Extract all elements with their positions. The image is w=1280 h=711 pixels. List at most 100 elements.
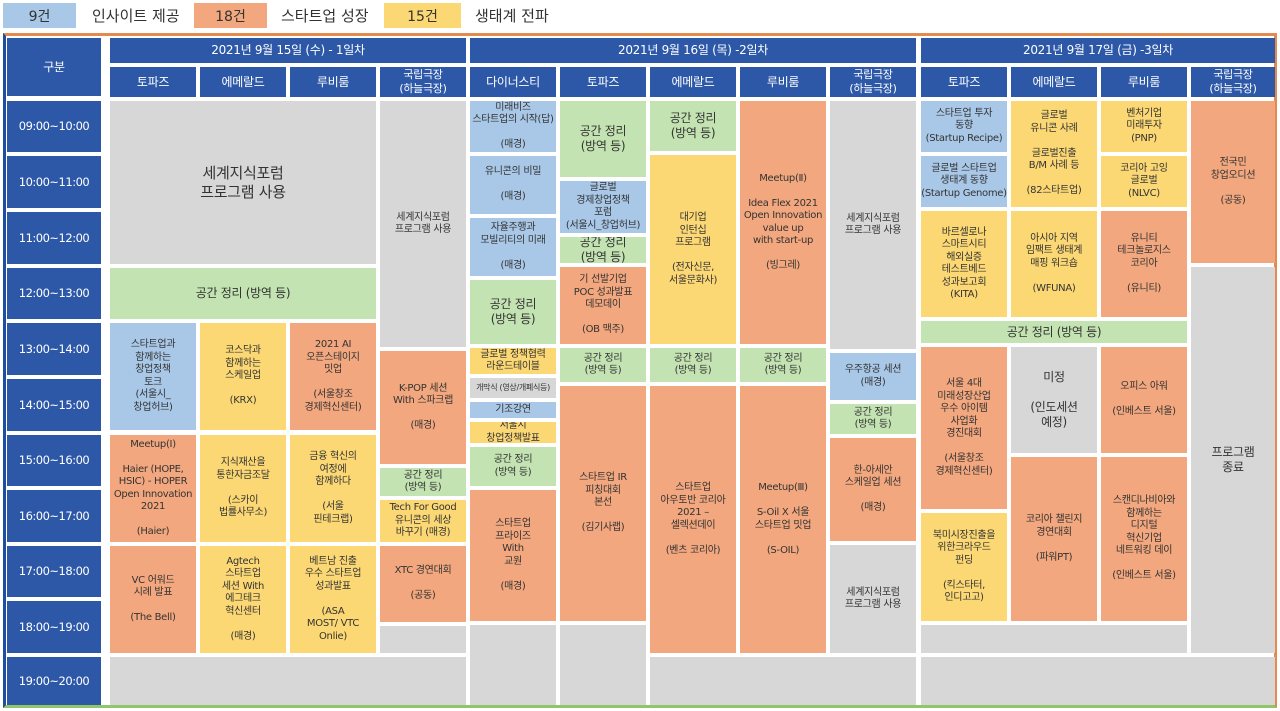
legend-label-ecosystem: 생태계 전파 <box>475 7 549 25</box>
d3-emerald-undecided: 미정 (인도세션 예정) <box>1011 347 1097 453</box>
d1-theatre-cleaning: 공간 정리 (방역 등) <box>380 468 466 496</box>
venue-d1-topaz: 토파즈 <box>110 67 196 97</box>
d3-ruby-scandinavia: 스캔디나비아와 함께하는 디지털 혁신기업 네트워킹 데이 (인베스트 서울) <box>1101 457 1187 621</box>
time-slot: 09:00~10:00 <box>7 101 101 152</box>
time-slot: 13:00~14:00 <box>7 323 101 375</box>
corner-label: 구분 <box>7 38 101 96</box>
d2-dynasty-roundtable: 글로벌 정책협력 라운드테이블 <box>470 348 556 374</box>
d2-dynasty-unicorn: 유니콘의 비밀 (매경) <box>470 156 556 214</box>
d1-cleaning-block: 공간 정리 (방역 등) <box>110 268 376 319</box>
d1-topaz-meetup-haier: Meetup(Ⅰ) Haier (HOPE, HSIC) - HOPER Ope… <box>110 435 196 542</box>
d3-emerald-korea-challenge: 코리아 챌린지 경연대회 (파워PT) <box>1011 457 1097 621</box>
d2-dynasty-cleaning-2: 공간 정리 (방역 등) <box>470 447 556 486</box>
d3-emerald-asia-impact: 아시아 지역 임팩트 생태계 매핑 워크숍 (WFUNA) <box>1011 211 1097 317</box>
d3-ruby-korea-going-global: 코리아 고잉 글로벌 (NLVC) <box>1101 156 1187 207</box>
time-slot: 11:00~12:00 <box>7 212 101 264</box>
d2-topaz-cleaning: 공간 정리 (방역 등) <box>560 101 646 177</box>
d1-theatre-kpop: K-POP 세션 With 스파크랩 (매경) <box>380 351 466 464</box>
time-slot: 16:00~17:00 <box>7 490 101 542</box>
d1-emerald-kosdaq: 코스닥과 함께하는 스케일업 (KRX) <box>200 323 286 430</box>
d1-ruby-vietnam: 베트남 진출 우수 스타트업 성과발표 (ASA MOST/ VTC Onlie… <box>290 546 376 653</box>
d2-emerald-cleaning: 공간 정리 (방역 등) <box>650 101 736 151</box>
d2-empty-evening <box>650 657 916 705</box>
d2-dynasty-opening-text: 개막식 (영상/개폐식등) <box>476 383 550 392</box>
d2-emerald-internship: 대기업 인턴십 프로그램 (전자신문, 서울문화사) <box>650 155 736 344</box>
d3-ruby-unity: 유니티 테크놀로지스 코리아 (유니티) <box>1101 211 1187 317</box>
d2-dynasty-startup-prize: 스타트업 프라이즈 With 교원 (매경) <box>470 490 556 621</box>
time-slot: 14:00~15:00 <box>7 379 101 431</box>
legend-count-ecosystem: 15건 <box>407 8 438 25</box>
d1-theatre-empty <box>380 626 466 653</box>
time-slot: 19:00~20:00 <box>7 657 101 705</box>
d1-ruby-ai-stage: 2021 AI 오픈스테이지 밋업 (서울창조 경제혁신센터) <box>290 323 376 430</box>
legend-count-growth: 18건 <box>215 8 246 25</box>
d3-topaz-crowdfunding: 북미시장진출을 위한크라우드 펀딩 (킥스타터, 인디고고) <box>921 513 1007 621</box>
d2-theatre-cleaning: 공간 정리 (방역 등) <box>830 404 916 434</box>
venue-d1-emerald: 에메랄드 <box>200 67 286 97</box>
legend-swatch-growth: 18건 <box>194 3 267 28</box>
day2-header: 2021년 9월 16일 (목) -2일차 <box>470 38 916 63</box>
venue-d2-ruby: 루비룸 <box>740 67 826 97</box>
schedule-frame <box>3 33 1277 708</box>
venue-d1-theatre: 국립극장 (하늘극장) <box>380 67 466 97</box>
d2-dynasty-opening: 개막식 (영상/개폐식등) <box>470 378 556 398</box>
day3-header: 2021년 9월 17일 (금) -3일차 <box>921 38 1275 63</box>
d2-topaz-cleaning-2: 공간 정리 (방역 등) <box>560 237 646 263</box>
time-slot: 17:00~18:00 <box>7 546 101 597</box>
d1-topaz-policy-talk: 스타트업과 함께하는 창업정책 토크 (서울시_ 창업허브) <box>110 323 196 430</box>
venue-d3-topaz: 토파즈 <box>921 67 1007 97</box>
d2-dynasty-keynote: 기조강연 <box>470 402 556 418</box>
d3-empty-night <box>921 657 1275 705</box>
d2-emerald-cleaning-2: 공간 정리 (방역 등) <box>650 348 736 382</box>
d1-theatre-techforgood: Tech For Good 유니콘의 세상 바꾸기 (매경) <box>380 500 466 542</box>
d1-topaz-vc-award: VC 어워드 시례 발표 (The Bell) <box>110 546 196 653</box>
d1-theatre-forum: 세계지식포럼 프로그램 사용 <box>380 101 466 347</box>
d2-ruby-meetup-ii: Meetup(Ⅱ) Idea Flex 2021 Open Innovation… <box>740 101 826 344</box>
d3-topaz-barcelona: 바르셀로나 스마트시티 해외실증 테스트베드 성과보고회 (KITA) <box>921 211 1007 317</box>
d3-cleaning-block: 공간 정리 (방역 등) <box>921 321 1187 343</box>
venue-d3-ruby: 루비룸 <box>1101 67 1187 97</box>
d3-theatre-program-end: 프로그램 종료 <box>1191 267 1275 653</box>
time-slot: 12:00~13:00 <box>7 268 101 319</box>
d2-topaz-poc-demo: 기 선발기업 POC 성과발표 데모데이 (OB 맥주) <box>560 267 646 344</box>
d2-dynasty-cleaning: 공간 정리 (방역 등) <box>470 280 556 344</box>
d2-topaz-ir-pitching: 스타트업 IR 피칭대회 본선 (김기사랩) <box>560 386 646 621</box>
d1-empty-evening <box>110 657 466 705</box>
d2-dynasty-seoul-policy: 서울시 창업정책발표 <box>470 422 556 443</box>
venue-d1-ruby: 루비룸 <box>290 67 376 97</box>
d1-theatre-xtc: XTC 경연대회 (공동) <box>380 546 466 622</box>
d2-emerald-autobahn: 스타트업 아우토반 코리아 2021 – 셀렉션데이 (벤츠 코리아) <box>650 386 736 653</box>
legend-label-growth: 스타트업 성장 <box>281 7 369 25</box>
venue-d2-dynasty: 다이너스티 <box>470 67 556 97</box>
venue-d2-emerald: 에메랄드 <box>650 67 736 97</box>
d1-emerald-ip-funding: 지식재산을 통한자금조달 (스카이 법률사무소) <box>200 435 286 542</box>
d2-ruby-cleaning: 공간 정리 (방역 등) <box>740 348 826 382</box>
venue-d3-theatre: 국립극장 (하늘극장) <box>1191 67 1275 97</box>
d2-topaz-global-forum: 글로벌 경제창업정책 포럼 (서울시_창업허브) <box>560 181 646 233</box>
day1-header: 2021년 9월 15일 (수) - 1일차 <box>110 38 466 63</box>
time-slot: 15:00~16:00 <box>7 435 101 486</box>
d1-ruby-fintech: 금융 혁신의 여정에 함께하다 (서울 핀테크랩) <box>290 435 376 542</box>
d2-topaz-empty <box>560 625 646 705</box>
d2-dynasty-empty <box>470 625 556 705</box>
d2-dynasty-mobility: 자율주행과 모빌리티의 미래 (매경) <box>470 218 556 276</box>
d3-topaz-seoul-contest: 서울 4대 미래성장산업 우수 아이템 사업화 경진대회 (서울창조 경제혁신센… <box>921 347 1007 509</box>
d2-theatre-korea-asean: 한-아세안 스케일업 세션 (매경) <box>830 438 916 541</box>
d3-ruby-office-hour: 오피스 아워 (인베스트 서울) <box>1101 347 1187 453</box>
d3-topaz-global-ecosystem: 글로벌 스타트업 생태계 동향 (Startup Genome) <box>921 156 1007 207</box>
d3-theatre-audition: 전국민 창업오디션 (공동) <box>1191 101 1275 263</box>
time-slot: 18:00~19:00 <box>7 601 101 653</box>
venue-d2-theatre: 국립극장 (하늘극장) <box>830 67 916 97</box>
legend-swatch-ecosystem: 15건 <box>384 3 461 28</box>
d3-empty-evening <box>921 625 1187 653</box>
d2-topaz-cleaning-3: 공간 정리 (방역 등) <box>560 348 646 382</box>
d2-dynasty-future-biz: 미래비즈 스타트업의 시작(답) (매경) <box>470 101 556 152</box>
d2-theatre-forum: 세계지식포럼 프로그램 사용 <box>830 101 916 349</box>
d1-emerald-agtech: Agtech 스타트업 세션 With 에그테크 혁신센터 (매경) <box>200 546 286 653</box>
d3-ruby-venture-invest: 벤처기업 미래투자 (PNP) <box>1101 101 1187 152</box>
legend-count-insight: 9건 <box>28 8 51 25</box>
d2-theatre-aerospace: 우주항공 세션 (매경) <box>830 353 916 400</box>
venue-d3-emerald: 에메랄드 <box>1011 67 1097 97</box>
time-slot: 10:00~11:00 <box>7 156 101 208</box>
d2-ruby-meetup-iii: Meetup(Ⅲ) S-Oil X 서울 스타트업 밋업 (S-OIL) <box>740 386 826 653</box>
